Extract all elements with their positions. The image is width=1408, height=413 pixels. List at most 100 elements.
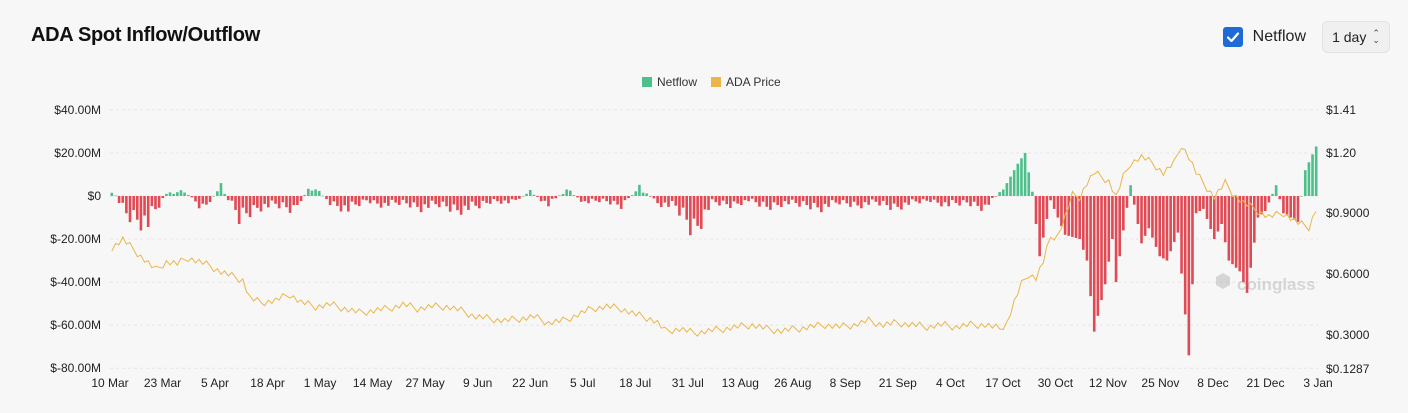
netflow-bar [387, 196, 390, 206]
netflow-bar [823, 196, 827, 204]
netflow-bar [1260, 196, 1263, 215]
netflow-bar [925, 196, 929, 201]
netflow-bar [721, 196, 725, 201]
netflow-bar [991, 196, 994, 198]
netflow-bar [1314, 146, 1318, 196]
x-tick-label: 1 May [304, 376, 337, 390]
netflow-bar [521, 196, 525, 197]
netflow-bar [965, 196, 969, 203]
interval-select[interactable]: 1 day ⌃ ⌄ [1322, 21, 1390, 53]
netflow-bar [1063, 196, 1067, 235]
netflow-bar [1074, 196, 1078, 238]
netflow-bar [528, 189, 532, 196]
netflow-bar [932, 196, 936, 200]
netflow-bar [1085, 196, 1089, 261]
netflow-bar [434, 196, 437, 205]
netflow-bar [437, 196, 441, 208]
netflow-bar [336, 196, 339, 206]
netflow-bar [354, 196, 357, 205]
netflow-bar [507, 196, 510, 204]
netflow-bar [1172, 196, 1176, 242]
netflow-bar [758, 196, 761, 207]
netflow-bar [1082, 196, 1085, 250]
watermark-text: coinglass [1237, 275, 1315, 294]
netflow-bar [612, 196, 616, 201]
netflow-bar [183, 192, 186, 196]
netflow-bar [401, 196, 405, 200]
netflow-bar [1107, 196, 1111, 262]
netflow-bar [296, 196, 299, 205]
netflow-bar [499, 196, 503, 204]
netflow-bar [736, 196, 739, 204]
netflow-bar [223, 193, 226, 196]
netflow-bar [128, 196, 132, 223]
netflow-bar [259, 196, 263, 212]
netflow-bar [718, 196, 721, 206]
netflow-bar [1012, 170, 1016, 196]
netflow-bar [772, 196, 776, 203]
netflow-bar [608, 196, 612, 205]
netflow-bar [1060, 196, 1063, 227]
netflow-bar [561, 193, 565, 196]
netflow-bar [135, 196, 139, 220]
legend-price-swatch [711, 77, 721, 87]
price-line [111, 147, 1317, 337]
netflow-bar [827, 196, 830, 207]
netflow-bar [1194, 196, 1198, 214]
netflow-bar [881, 196, 885, 201]
netflow-bar [536, 196, 539, 197]
netflow-bar [547, 196, 550, 207]
netflow-bar [710, 196, 714, 200]
netflow-bar [1249, 196, 1252, 268]
netflow-bar [1100, 196, 1103, 301]
netflow-bar [794, 196, 798, 203]
netflow-bar [1231, 196, 1234, 265]
y-right-tick-label: $1.20 [1326, 146, 1356, 160]
netflow-bar [252, 196, 256, 206]
chart-controls: Netflow 1 day ⌃ ⌄ [1222, 21, 1390, 53]
netflow-bar [132, 196, 135, 211]
netflow-bar [154, 196, 157, 210]
netflow-bar [729, 196, 732, 209]
netflow-bar [114, 195, 117, 197]
netflow-bar [1169, 196, 1172, 252]
netflow-bar [445, 196, 448, 207]
netflow-bar [1307, 162, 1311, 196]
netflow-bar [1209, 196, 1212, 230]
netflow-bar [1151, 196, 1154, 238]
netflow-bar [1202, 196, 1205, 209]
netflow-bar [1282, 196, 1285, 214]
x-tick-label: 9 Jun [463, 376, 492, 390]
netflow-bar [419, 196, 423, 213]
netflow-checkbox-label[interactable]: Netflow [1252, 28, 1306, 45]
netflow-bar [325, 196, 328, 200]
netflow-bar [558, 195, 561, 197]
x-tick-label: 22 Jun [512, 376, 548, 390]
netflow-bar [892, 196, 896, 204]
netflow-bar [467, 196, 470, 210]
netflow-bar [205, 196, 208, 205]
netflow-bar [907, 196, 910, 205]
netflow-bar [787, 196, 790, 205]
netflow-bar [481, 196, 485, 201]
netflow-bar [361, 196, 365, 200]
y-right-tick-label: $0.1287 [1326, 362, 1370, 376]
netflow-bar [332, 196, 336, 202]
netflow-bar [576, 196, 579, 198]
netflow-bar [539, 196, 543, 202]
x-tick-label: 5 Jul [570, 376, 595, 390]
x-tick-label: 27 May [405, 376, 444, 390]
netflow-bar [226, 196, 230, 201]
netflow-bar [343, 196, 346, 206]
netflow-checkbox[interactable] [1222, 27, 1243, 47]
netflow-bar [379, 196, 383, 208]
netflow-bar [518, 196, 521, 199]
netflow-bar [1267, 196, 1271, 203]
netflow-bar [1198, 196, 1202, 212]
netflow-bar [1078, 196, 1081, 240]
netflow-bar [1205, 196, 1209, 219]
netflow-bar [838, 196, 841, 205]
netflow-bar [1289, 196, 1293, 218]
netflow-bar [1271, 193, 1274, 196]
